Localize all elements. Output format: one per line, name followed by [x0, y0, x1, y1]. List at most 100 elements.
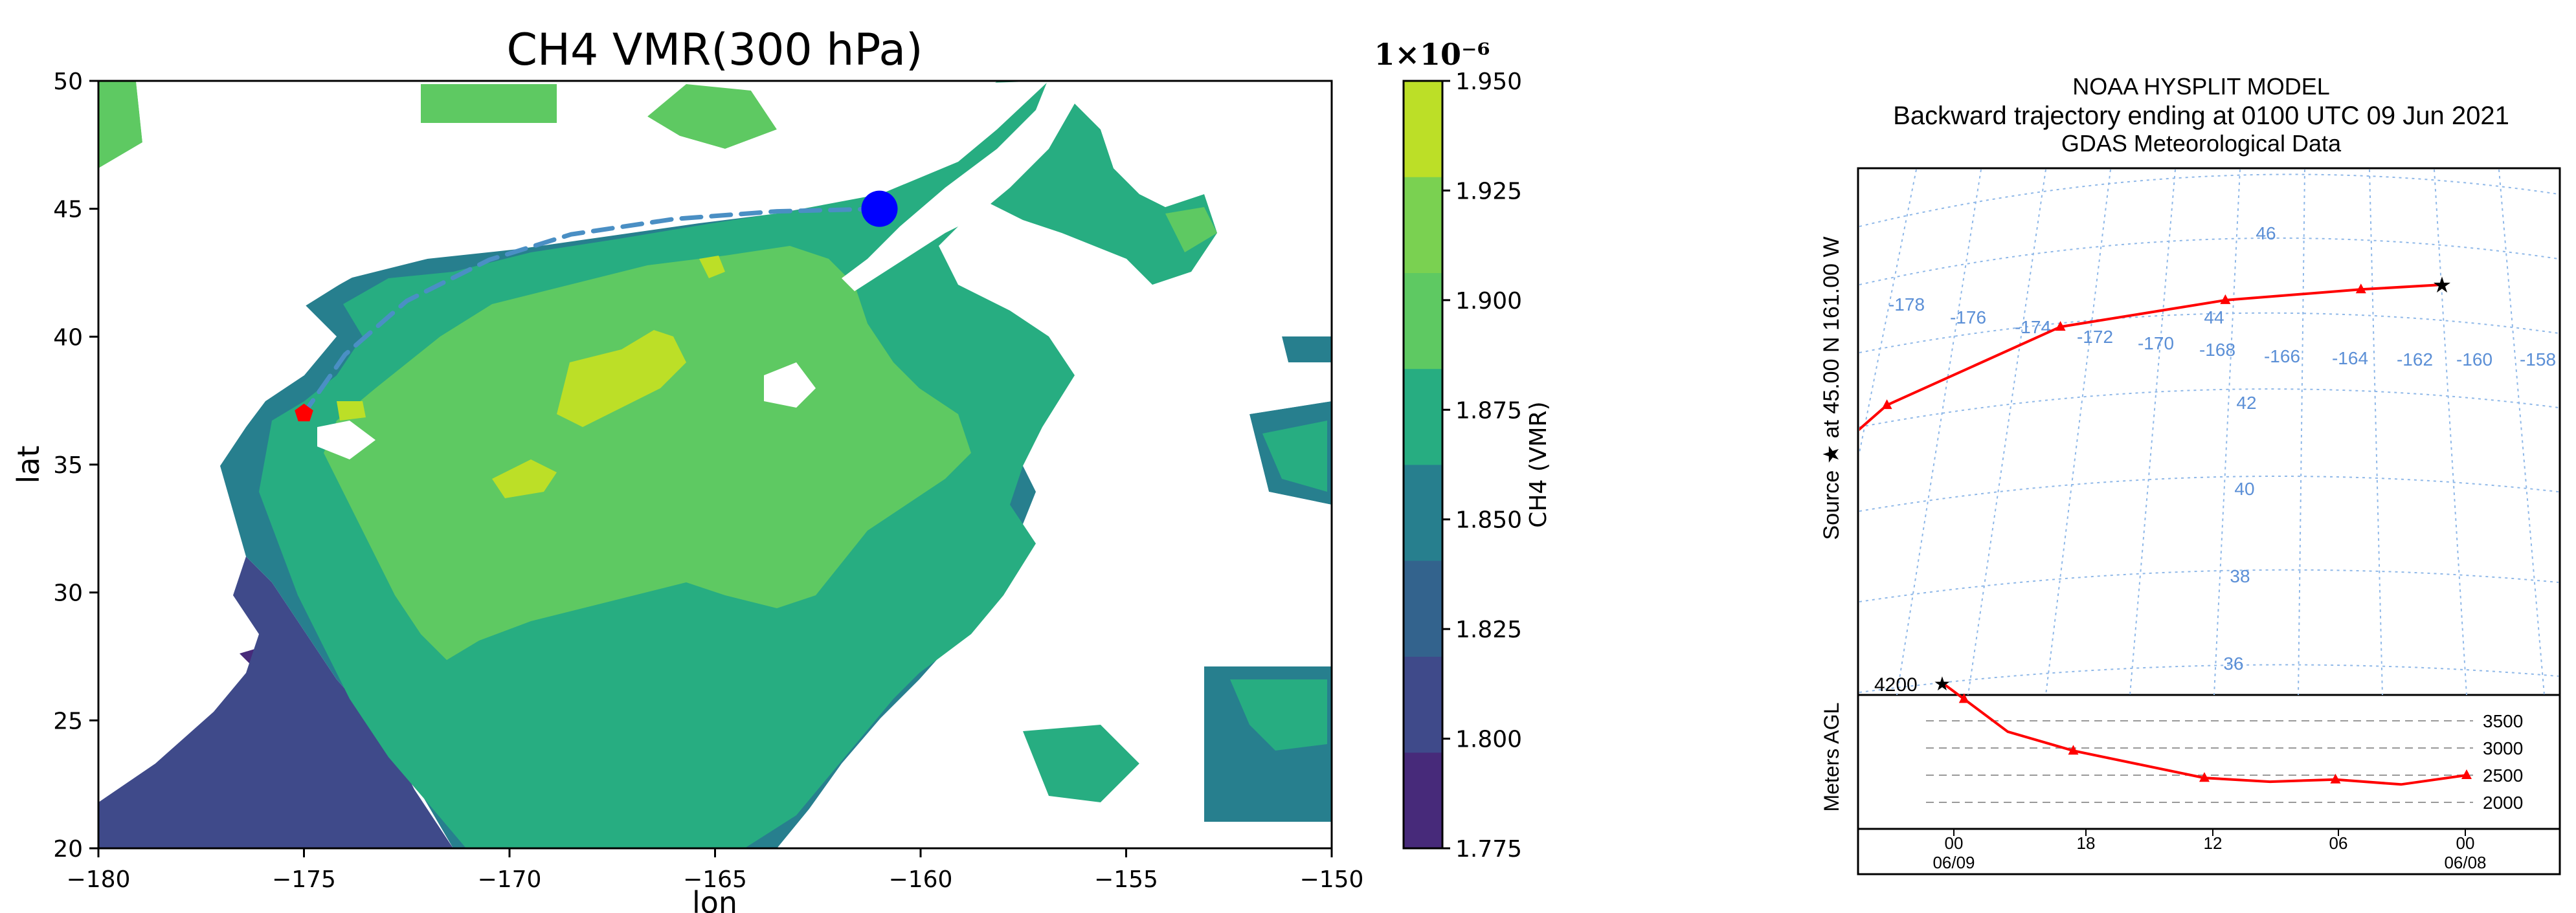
colorbar-band [1404, 465, 1442, 561]
x-tick-label: −180 [67, 866, 131, 893]
contour-fill-layer [98, 81, 1332, 848]
hysplit-map-frame [1857, 167, 2561, 696]
start-point-marker [295, 403, 313, 422]
colorbar-band [1404, 752, 1442, 849]
longitude-label: -166 [2264, 346, 2300, 366]
map-trajectory: ★ [1562, 272, 2452, 723]
left-y-axis: 20 25 30 35 40 45 50 [53, 69, 98, 863]
latitude-label: 46 [2256, 223, 2276, 243]
time-tick-label: 00 [1945, 833, 1964, 853]
hysplit-subtitle: Backward trajectory ending at 0100 UTC 0… [1893, 102, 2509, 130]
longitude-label: -170 [2138, 333, 2174, 353]
y-tick-label: 40 [53, 324, 83, 351]
colorbar: 1.775 1.800 1.825 1.850 1.875 1.900 1.925 1.950 [1402, 69, 1522, 863]
colorbar-tick-label: 1.800 [1455, 727, 1522, 753]
hysplit-height-frame [1857, 694, 2561, 830]
latitude-label: 44 [2204, 307, 2224, 327]
x-tick-label: −175 [272, 866, 336, 893]
left-x-axis-label: lon [692, 885, 737, 913]
y-tick-label: 30 [53, 580, 83, 607]
x-tick-label: −165 [683, 866, 747, 893]
height-trajectory-marker [2199, 772, 2210, 782]
height-trajectory-marker [2330, 773, 2341, 784]
height-panel-ylabel: Meters AGL [1820, 703, 1843, 812]
trajectory-marker [1881, 399, 1892, 410]
map-labels: -178-176 -174 -172 -170 -168 -166 -164 -162 -160… [1888, 223, 2556, 674]
colorbar-band [1404, 177, 1442, 273]
height-trajectory-marker [2461, 769, 2472, 779]
colorbar-label: CH4 (VMR) [1525, 401, 1552, 527]
latitude-label: 36 [2223, 654, 2243, 674]
colorbar-band [1404, 81, 1442, 177]
colorbar-tick-label: 1.775 [1455, 836, 1522, 863]
latitude-label: 38 [2230, 566, 2250, 586]
date-label: 06/09 [1932, 853, 1975, 872]
colorbar-tick-label: 1.825 [1455, 617, 1522, 643]
longitude-label: -176 [1950, 307, 1986, 327]
y-tick-label: 50 [53, 69, 83, 95]
end-point-marker [861, 190, 898, 227]
colorbar-band [1404, 368, 1442, 465]
colorbar-band [1404, 272, 1442, 369]
longitude-label: -162 [2397, 349, 2433, 369]
time-tick-label: 18 [2077, 833, 2096, 853]
left-x-axis: −180 −175 −170 −165 −160 −155 −150 [67, 848, 1364, 893]
y-tick-label: 45 [53, 197, 83, 223]
height-level-label: 3500 [2483, 711, 2523, 731]
contour-region-nodata [98, 81, 1332, 848]
colorbar-scale-label: 1×10⁻⁶ [1374, 37, 1490, 72]
height-level-label: 2000 [2483, 793, 2523, 813]
longitude-label: -164 [2332, 348, 2368, 368]
height-source-star-icon: ★ [1934, 673, 1951, 696]
longitude-label: -178 [1888, 294, 1925, 314]
time-tick-label: 06 [2329, 833, 2348, 853]
y-tick-label: 20 [53, 836, 83, 863]
latitude-label: 42 [2236, 393, 2256, 413]
trajectory-marker [1562, 714, 1573, 723]
longitude-label: -158 [2520, 349, 2556, 369]
colorbar-tick-label: 1.850 [1455, 507, 1522, 534]
dashed-trajectory-line [302, 206, 882, 416]
trajectory-line [1859, 283, 2443, 432]
right-chart: NOAA HYSPLIT MODEL Backward trajectory e… [1562, 73, 2561, 875]
height-trajectory-line [1941, 681, 2467, 786]
time-tick-label: 12 [2204, 833, 2223, 853]
height-trajectory-marker [1958, 693, 1969, 703]
left-chart-title: CH4 VMR(300 hPa) [506, 25, 923, 76]
time-tick-label: 00 [2456, 833, 2475, 853]
trajectory-marker [2355, 283, 2366, 294]
left-chart: CH4 VMR(300 hPa) −180 −175 −170 −165 −160 −15… [11, 25, 1552, 913]
colorbar-tick-label: 1.875 [1455, 397, 1522, 424]
left-y-axis-label: lat [11, 445, 46, 483]
x-tick-label: −150 [1300, 866, 1364, 893]
longitude-label: -160 [2456, 349, 2492, 369]
height-trajectory-marker [2068, 745, 2079, 755]
y-tick-label: 25 [53, 708, 83, 734]
contour-region-darkblue [98, 556, 453, 848]
trajectory-marker [2055, 321, 2066, 331]
colorbar-band [1404, 560, 1442, 657]
longitude-label: -172 [2077, 327, 2113, 347]
trajectory-overlay [295, 190, 898, 422]
colorbar-frame [1402, 80, 1444, 850]
hysplit-source-label: Source ★ at 45.00 N 161.00 W [1819, 237, 1844, 540]
height-level-label: 2500 [2483, 765, 2523, 786]
colorbar-band [1404, 656, 1442, 753]
date-label: 06/08 [2444, 853, 2486, 872]
hysplit-title: NOAA HYSPLIT MODEL [2072, 73, 2329, 100]
y-tick-label: 35 [53, 452, 83, 479]
contour-region-yellowgreen [337, 256, 725, 498]
trajectory-marker [2220, 294, 2231, 304]
hysplit-subtitle-2: GDAS Meteorological Data [2061, 130, 2342, 157]
latitude-label: 40 [2234, 479, 2254, 499]
x-tick-label: −155 [1094, 866, 1158, 893]
colorbar-tick-label: 1.925 [1455, 178, 1522, 204]
colorbar-tick-label: 1.950 [1455, 69, 1522, 95]
height-start-label: 4200 [1874, 674, 1918, 696]
source-star-icon: ★ [2432, 272, 2452, 298]
x-tick-label: −170 [478, 866, 542, 893]
map-graticule [1859, 170, 2559, 695]
time-axis-frame [1857, 828, 2561, 875]
